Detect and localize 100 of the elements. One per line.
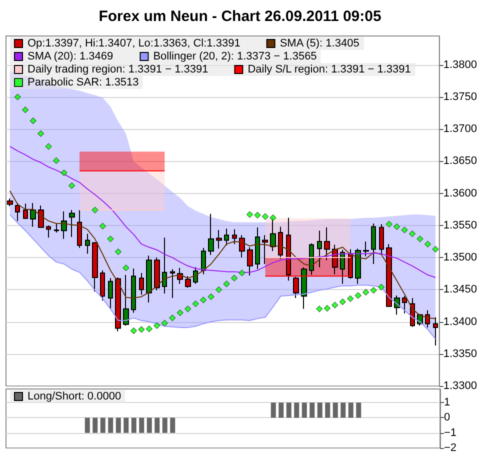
point [114, 248, 122, 256]
y-tick-label: 1.3600 [443, 187, 478, 200]
candlestick [123, 274, 129, 326]
point [184, 306, 192, 312]
candlestick [108, 278, 113, 310]
point [386, 220, 392, 228]
point [230, 274, 238, 282]
y-tick-label: 1.3750 [443, 91, 478, 104]
point [192, 300, 199, 308]
point [416, 236, 424, 242]
y-tick-label: 1.3350 [443, 348, 478, 360]
point [208, 293, 214, 300]
y-tick-label: 1 [444, 396, 450, 409]
candlestick [379, 224, 384, 255]
candlestick [309, 242, 314, 276]
candlestick [185, 276, 191, 288]
y-tick-label: −1 [444, 426, 457, 439]
candlestick [286, 217, 291, 282]
candlestick [386, 244, 392, 308]
point [154, 322, 160, 329]
candlestick [162, 237, 167, 294]
point [316, 306, 323, 312]
legend-label: Daily S/L region: 1.3391 − 1.3391 [248, 64, 411, 76]
point [38, 130, 44, 137]
point [216, 286, 222, 293]
point [339, 298, 346, 306]
candlestick [38, 205, 44, 228]
point [200, 296, 207, 304]
y-tick-label: 1.3500 [443, 252, 478, 264]
candlestick [224, 228, 229, 246]
point [68, 182, 76, 189]
y-tick-label: −2 [444, 442, 457, 454]
line-series [9, 146, 436, 278]
y-tick-label: 1.3700 [443, 123, 478, 136]
legend-label: Parabolic SAR: 1.3513 [28, 76, 139, 88]
point [138, 326, 145, 333]
point [238, 270, 246, 276]
point [347, 295, 354, 302]
point [270, 214, 276, 222]
y-tick-label: 1.3400 [443, 316, 478, 328]
candlestick [193, 266, 198, 284]
point [146, 326, 152, 332]
candlestick [154, 257, 160, 291]
point [122, 264, 130, 272]
candlestick [170, 268, 175, 299]
candlestick [433, 316, 438, 346]
point [432, 246, 439, 253]
candlestick [278, 226, 283, 260]
candlestick [348, 248, 353, 280]
line-series [9, 214, 436, 340]
candlestick [201, 247, 206, 275]
point [262, 213, 269, 220]
candlestick [255, 226, 260, 270]
candlestick [77, 210, 82, 248]
point [99, 222, 106, 230]
candlestick [61, 210, 67, 240]
candlestick [115, 276, 121, 332]
y-tick-label: 1.3550 [443, 219, 478, 232]
point [424, 240, 432, 248]
point [246, 211, 254, 218]
point [332, 302, 338, 308]
point [176, 309, 184, 316]
point [60, 169, 68, 176]
candlestick [262, 234, 268, 264]
candlestick [131, 268, 136, 314]
candlestick [100, 270, 105, 302]
point [362, 288, 370, 296]
point [45, 143, 52, 150]
candlestick [247, 246, 253, 276]
candlestick [355, 248, 361, 284]
point [53, 157, 60, 164]
candlestick [30, 202, 36, 228]
y-tick-label: 1.3300 [443, 380, 478, 392]
candlestick [46, 224, 51, 238]
candlestick [317, 230, 322, 268]
point [130, 327, 137, 334]
point [254, 212, 261, 218]
candlestick [232, 228, 237, 245]
legend-label: SMA (20): 1.3469 [28, 50, 114, 62]
point [370, 287, 377, 294]
candlestick [208, 213, 214, 256]
y-tick-label: 1.3650 [443, 155, 478, 168]
candlestick [7, 198, 13, 207]
y-tick-label: 0 [444, 412, 450, 424]
point [107, 236, 114, 242]
point [223, 280, 230, 288]
point [22, 106, 29, 114]
candlestick [69, 210, 75, 238]
candlestick [363, 241, 369, 257]
candlestick [23, 203, 28, 220]
point [393, 223, 400, 230]
point [401, 226, 408, 234]
point [169, 314, 176, 322]
point [408, 230, 416, 238]
chart-title: Forex um Neun - Chart 26.09.2011 09:05 [98, 8, 382, 25]
candlestick [139, 272, 144, 296]
point [161, 320, 168, 326]
candlestick [340, 249, 345, 284]
candlestick [92, 242, 98, 292]
candlestick [15, 202, 20, 222]
